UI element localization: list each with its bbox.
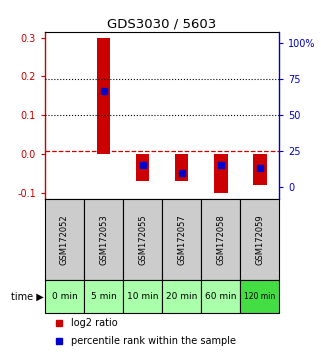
Text: 120 min: 120 min [244,292,275,301]
Text: 20 min: 20 min [166,292,197,301]
Text: GSM172058: GSM172058 [216,214,225,265]
Bar [253,154,266,185]
FancyBboxPatch shape [84,199,123,280]
Title: GDS3030 / 5603: GDS3030 / 5603 [108,18,217,31]
FancyBboxPatch shape [162,280,201,313]
Text: GSM172055: GSM172055 [138,214,147,265]
FancyBboxPatch shape [201,280,240,313]
Text: GSM172052: GSM172052 [60,214,69,265]
FancyBboxPatch shape [45,280,84,313]
FancyBboxPatch shape [201,199,240,280]
Text: GSM172059: GSM172059 [255,214,264,265]
Text: percentile rank within the sample: percentile rank within the sample [71,336,236,346]
Bar [214,154,228,193]
FancyBboxPatch shape [123,280,162,313]
Text: 5 min: 5 min [91,292,117,301]
Text: 10 min: 10 min [127,292,158,301]
Bar [136,154,149,181]
Bar [97,38,110,154]
FancyBboxPatch shape [240,199,279,280]
FancyBboxPatch shape [45,199,84,280]
FancyBboxPatch shape [240,280,279,313]
Text: log2 ratio: log2 ratio [71,318,117,328]
Text: GSM172057: GSM172057 [177,214,186,265]
Text: GSM172053: GSM172053 [99,214,108,265]
FancyBboxPatch shape [123,199,162,280]
FancyBboxPatch shape [162,199,201,280]
Text: time ▶: time ▶ [12,292,44,302]
Text: 0 min: 0 min [52,292,77,301]
FancyBboxPatch shape [84,280,123,313]
Bar [175,154,188,181]
Text: 60 min: 60 min [205,292,237,301]
